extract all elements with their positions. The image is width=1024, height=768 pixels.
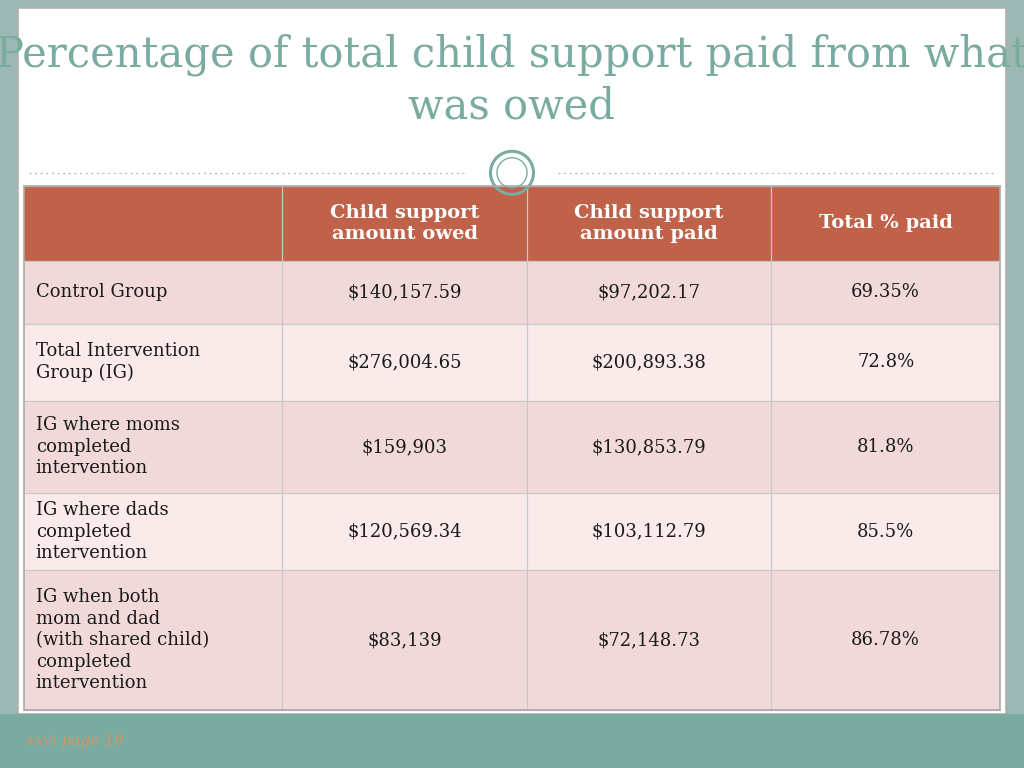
Text: $97,202.17: $97,202.17 (597, 283, 700, 301)
FancyBboxPatch shape (24, 493, 1000, 570)
FancyBboxPatch shape (0, 714, 1024, 768)
Text: $83,139: $83,139 (368, 631, 441, 649)
Text: IG where moms
completed
intervention: IG where moms completed intervention (36, 416, 180, 478)
Text: IG where dads
completed
intervention: IG where dads completed intervention (36, 501, 169, 562)
FancyBboxPatch shape (24, 186, 1000, 261)
Text: Total % paid: Total % paid (819, 214, 952, 233)
Text: $276,004.65: $276,004.65 (347, 353, 462, 371)
Text: Total Intervention
Group (IG): Total Intervention Group (IG) (36, 343, 200, 382)
Text: $72,148.73: $72,148.73 (597, 631, 700, 649)
FancyBboxPatch shape (24, 401, 1000, 493)
Text: 72.8%: 72.8% (857, 353, 914, 371)
Text: xxvi page 19: xxvi page 19 (26, 734, 123, 748)
Text: $130,853.79: $130,853.79 (592, 438, 707, 456)
Text: Child support
amount paid: Child support amount paid (574, 204, 723, 243)
Text: 85.5%: 85.5% (857, 522, 914, 541)
Text: 86.78%: 86.78% (851, 631, 921, 649)
Text: $200,893.38: $200,893.38 (591, 353, 707, 371)
FancyBboxPatch shape (24, 570, 1000, 710)
Text: IG when both
mom and dad
(with shared child)
completed
intervention: IG when both mom and dad (with shared ch… (36, 588, 209, 692)
FancyBboxPatch shape (24, 323, 1000, 401)
FancyBboxPatch shape (18, 8, 1006, 714)
FancyBboxPatch shape (24, 261, 1000, 323)
Text: $140,157.59: $140,157.59 (347, 283, 462, 301)
Text: $120,569.34: $120,569.34 (347, 522, 462, 541)
Text: 81.8%: 81.8% (857, 438, 914, 456)
Text: Percentage of total child support paid from what
was owed: Percentage of total child support paid f… (0, 34, 1024, 127)
Text: Control Group: Control Group (36, 283, 167, 301)
Text: $103,112.79: $103,112.79 (592, 522, 707, 541)
Text: $159,903: $159,903 (361, 438, 447, 456)
Text: 69.35%: 69.35% (851, 283, 921, 301)
Text: Child support
amount owed: Child support amount owed (330, 204, 479, 243)
